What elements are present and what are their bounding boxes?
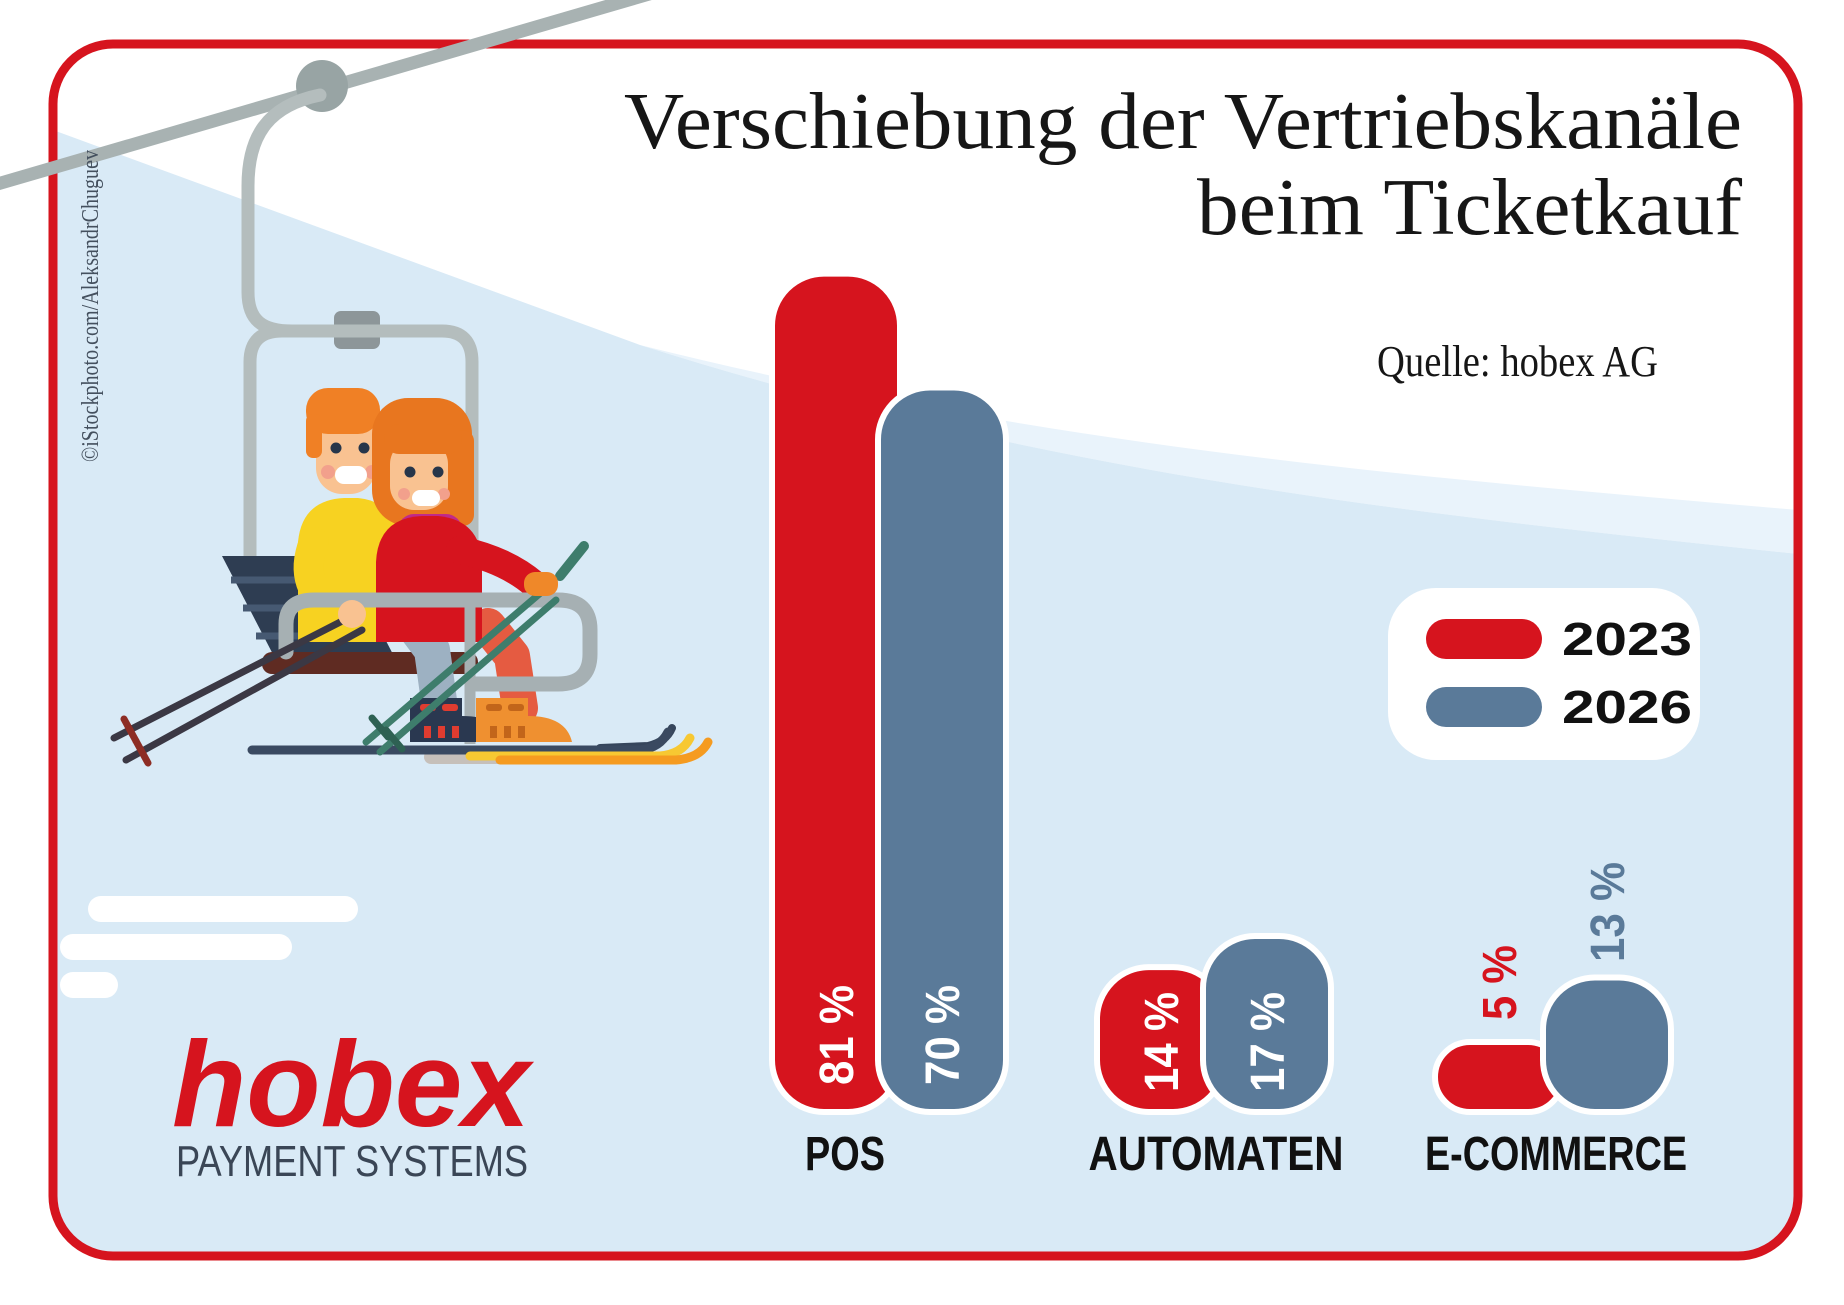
- value-pos-2026: 70 %: [917, 985, 970, 1085]
- value-ecommerce-2023: 5 %: [1474, 945, 1527, 1020]
- category-ecommerce: E-COMMERCE: [1425, 1128, 1687, 1181]
- page-title-line1: Verschiebung der Vertriebskanäle: [624, 78, 1742, 166]
- copyright-credit: ©iStockphoto.com/AleksandrChuguev: [78, 150, 104, 462]
- category-labels: POS AUTOMATEN E-COMMERCE: [805, 1128, 1687, 1181]
- logo-subtitle: PAYMENT SYSTEMS: [176, 1137, 528, 1186]
- legend: 2023 2026: [1388, 588, 1700, 760]
- value-pos-2023: 81 %: [811, 985, 864, 1085]
- legend-label-2026: 2026: [1562, 681, 1692, 733]
- logo-wordmark: hobex: [172, 1016, 534, 1152]
- legend-swatch-2026: [1426, 687, 1542, 727]
- skier-1-hand: [338, 600, 366, 628]
- skier-2-glove: [524, 572, 558, 596]
- bar-pos-2026: [875, 384, 1009, 1115]
- card-border: [48, 39, 1803, 1261]
- chair-frame: [243, 324, 479, 596]
- bar-automaten-2026: [1200, 933, 1334, 1115]
- bar-value-labels: 81 % 70 % 14 % 17 % 5 % 13 %: [811, 862, 1635, 1092]
- legend-swatch-2023: [1426, 619, 1542, 659]
- hobex-logo: hobex PAYMENT SYSTEMS: [172, 1016, 534, 1186]
- page-title-line2: beim Ticketkauf: [1197, 164, 1742, 252]
- value-automaten-2023: 14 %: [1136, 992, 1189, 1092]
- value-ecommerce-2026: 13 %: [1582, 862, 1635, 962]
- skis: [247, 724, 713, 765]
- category-pos: POS: [805, 1128, 885, 1181]
- cloud: [60, 896, 358, 998]
- skier-2-boot: [476, 698, 572, 742]
- slope-hill-light: [640, 345, 1798, 554]
- safety-bar: [278, 592, 598, 692]
- skier-2: [372, 398, 548, 642]
- ski-lift-illustration: [110, 60, 713, 767]
- ski-poles: [110, 541, 589, 767]
- bar-ecommerce-2026: [1540, 974, 1674, 1116]
- category-automaten: AUTOMATEN: [1089, 1128, 1344, 1181]
- legend-label-2023: 2023: [1562, 613, 1692, 665]
- value-automaten-2026: 17 %: [1242, 992, 1295, 1092]
- source-note: Quelle: hobex AG: [1377, 337, 1658, 386]
- bar-chart: [769, 270, 1674, 1116]
